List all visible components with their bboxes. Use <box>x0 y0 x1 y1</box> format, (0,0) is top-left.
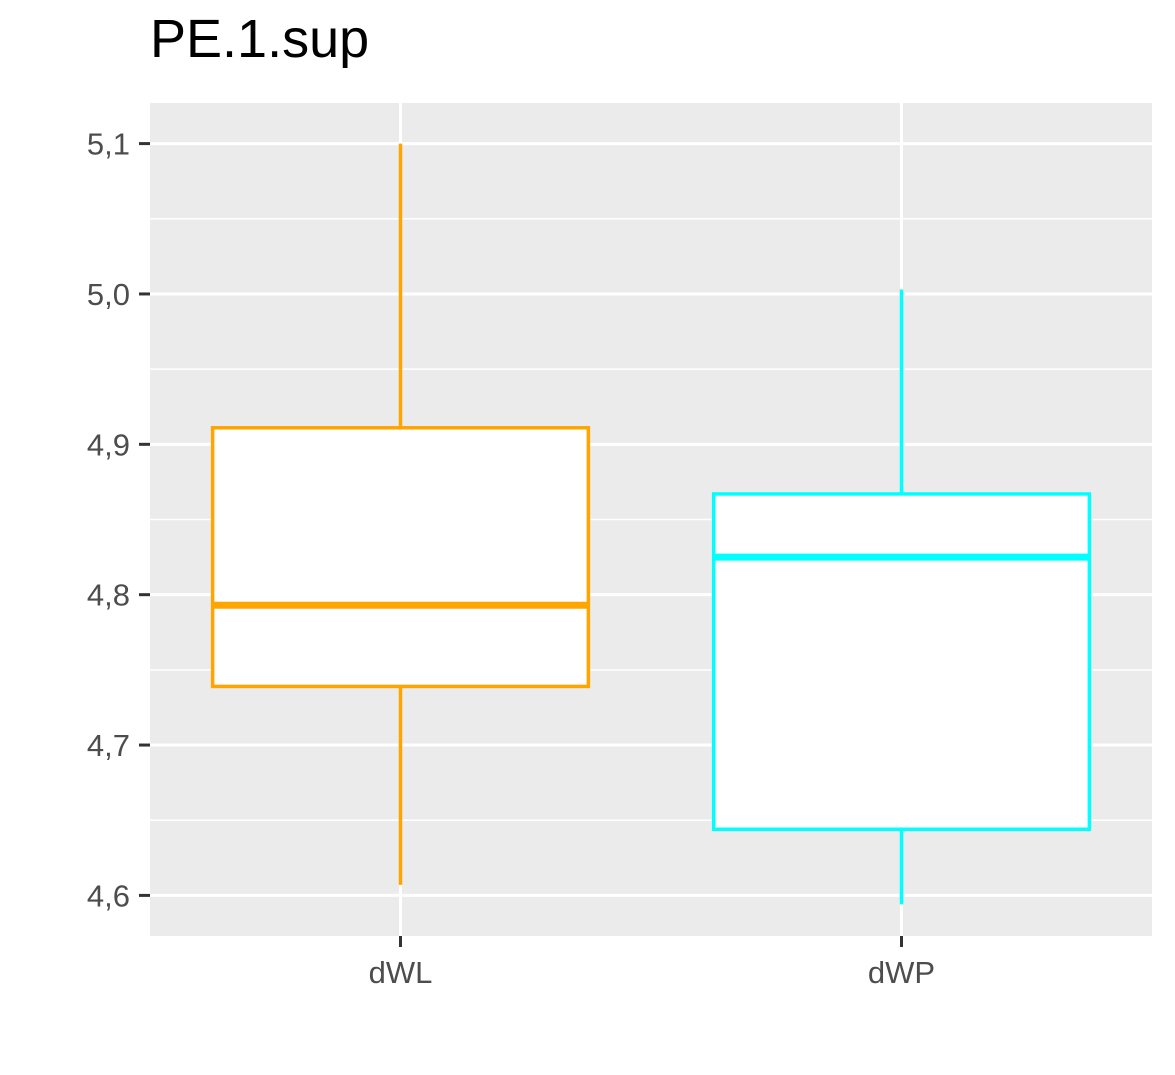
y-tick-label: 4,9 <box>87 427 130 462</box>
box-body <box>711 492 1092 831</box>
y-tick-label: 5,0 <box>87 277 130 312</box>
box-dWL <box>210 143 591 885</box>
x-tick-label: dWP <box>868 955 935 990</box>
x-axis: dWL dWP <box>369 936 935 990</box>
y-tick-label: 4,8 <box>87 578 130 613</box>
y-tick-label: 5,1 <box>87 127 130 162</box>
boxes <box>210 143 1092 905</box>
y-tick-label: 4,7 <box>87 728 130 763</box>
x-tick-label: dWL <box>369 955 433 990</box>
chart-title: PE.1.sup <box>150 9 370 69</box>
y-tick-label: 4,6 <box>87 878 130 913</box>
box-dWP <box>711 289 1092 905</box>
y-axis: 4,6 4,7 4,8 4,9 5,0 5,1 <box>87 127 150 913</box>
box-body <box>210 426 591 689</box>
